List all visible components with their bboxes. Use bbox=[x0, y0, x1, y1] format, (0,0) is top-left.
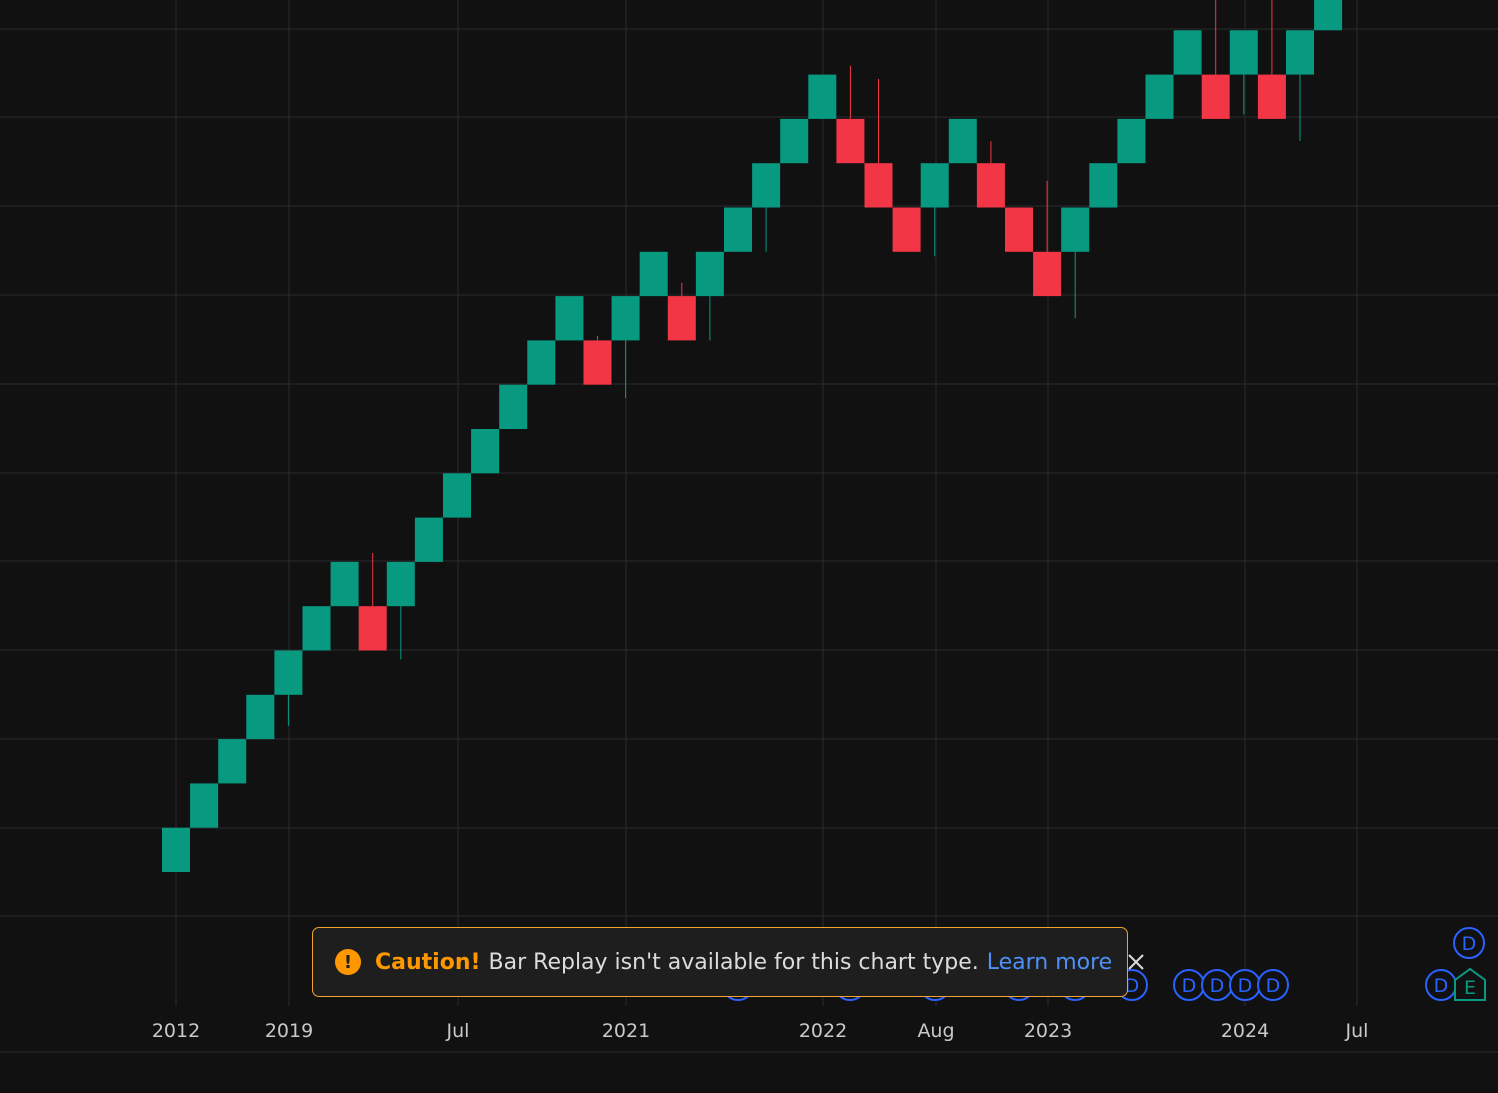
brick-up bbox=[1061, 207, 1090, 252]
brick-up bbox=[443, 473, 471, 518]
time-axis: 2012 2019 Jul 2021 2022 Aug 2023 2024 Jul bbox=[152, 1020, 1369, 1042]
brick-up bbox=[920, 163, 949, 208]
brick-up bbox=[948, 118, 977, 164]
brick-up bbox=[752, 163, 781, 208]
brick-up bbox=[218, 739, 247, 784]
brick-down bbox=[583, 340, 612, 385]
learn-more-link[interactable]: Learn more bbox=[986, 949, 1113, 975]
toast-message: Bar Replay isn't available for this char… bbox=[488, 949, 979, 975]
time-tick-label: Aug bbox=[917, 1020, 954, 1042]
brick-up bbox=[330, 561, 359, 607]
brick-up bbox=[1286, 30, 1314, 75]
brick-up bbox=[499, 384, 528, 429]
brick-down bbox=[667, 296, 696, 341]
brick-up bbox=[611, 296, 640, 341]
close-icon[interactable] bbox=[1126, 948, 1146, 976]
brick-down bbox=[836, 118, 865, 164]
time-tick-label: Jul bbox=[446, 1020, 470, 1042]
brick-up bbox=[274, 650, 303, 695]
brick-up bbox=[414, 517, 443, 562]
time-tick-label: 2023 bbox=[1024, 1020, 1072, 1042]
brick-up bbox=[1117, 118, 1146, 164]
brick-down bbox=[1257, 74, 1286, 119]
dividend-marker-label: D bbox=[1462, 933, 1477, 955]
time-tick-label: 2012 bbox=[152, 1020, 200, 1042]
dividend-marker-label: D bbox=[1210, 975, 1225, 997]
time-tick-label: Jul bbox=[1345, 1020, 1369, 1042]
brick-up bbox=[780, 118, 809, 164]
earnings-marker bbox=[1454, 967, 1486, 1001]
brick-up bbox=[1229, 30, 1258, 75]
earnings-marker-label: E bbox=[1464, 977, 1476, 999]
dividend-marker-label: D bbox=[1182, 975, 1197, 997]
time-tick-label: 2019 bbox=[265, 1020, 313, 1042]
chart-grid bbox=[0, 0, 1498, 1006]
brick-down bbox=[1005, 207, 1033, 252]
dividend-marker bbox=[1257, 969, 1289, 1001]
brick-down bbox=[358, 606, 387, 651]
brick-up bbox=[1314, 0, 1343, 31]
time-tick-label: 2022 bbox=[799, 1020, 847, 1042]
brick-down bbox=[976, 163, 1005, 208]
brick-up bbox=[162, 827, 190, 872]
brick-up bbox=[302, 606, 331, 651]
brick-up bbox=[724, 207, 752, 252]
dividend-marker-label: D bbox=[1125, 975, 1140, 997]
dividend-marker-label: D bbox=[1434, 975, 1449, 997]
brick-down bbox=[892, 207, 921, 252]
brick-up bbox=[1089, 163, 1118, 208]
brick-up bbox=[808, 74, 837, 119]
brick-down bbox=[864, 163, 893, 208]
brick-up bbox=[555, 296, 584, 341]
renko-bricks bbox=[162, 0, 1343, 872]
brick-down bbox=[1033, 251, 1062, 297]
brick-up bbox=[527, 340, 556, 385]
dividend-marker-label: D bbox=[1238, 975, 1253, 997]
dividend-marker-label: D bbox=[1266, 975, 1281, 997]
brick-up bbox=[695, 251, 724, 297]
time-tick-label: 2024 bbox=[1221, 1020, 1269, 1042]
brick-up bbox=[246, 694, 275, 740]
brick-up bbox=[1173, 30, 1202, 75]
exclamation-icon: ! bbox=[335, 949, 361, 975]
brick-up bbox=[386, 561, 415, 607]
toast-caution-label: Caution! bbox=[375, 949, 481, 975]
dividend-marker bbox=[1453, 927, 1485, 959]
brick-up bbox=[1145, 74, 1174, 119]
brick-up bbox=[190, 783, 219, 828]
time-tick-label: 2021 bbox=[602, 1020, 650, 1042]
brick-up bbox=[471, 429, 500, 474]
brick-down bbox=[1201, 74, 1230, 119]
bar-replay-warning-toast: ! Caution! Bar Replay isn't available fo… bbox=[312, 927, 1144, 997]
brick-up bbox=[639, 251, 668, 297]
